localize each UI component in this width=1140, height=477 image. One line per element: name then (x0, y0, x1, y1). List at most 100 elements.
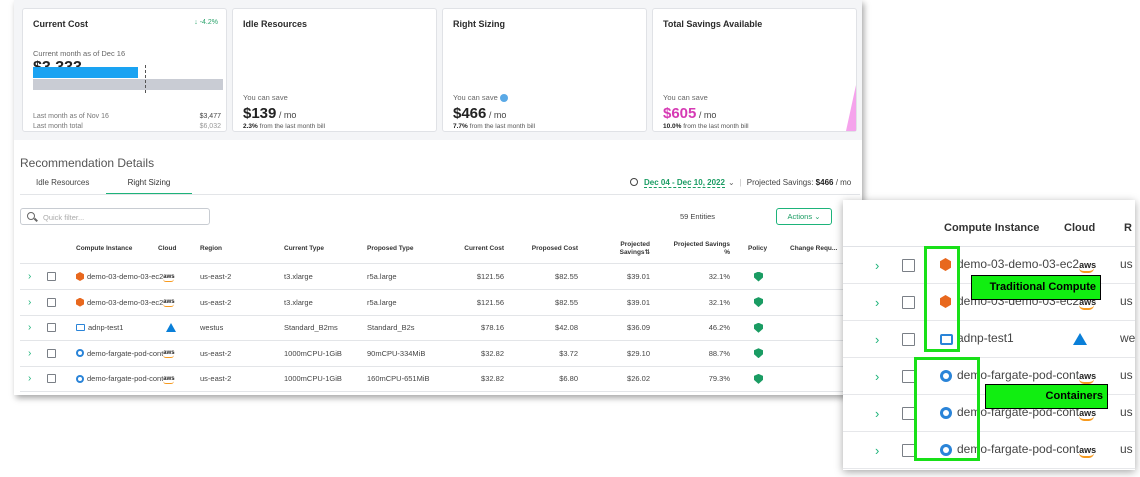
quick-filter[interactable] (20, 208, 210, 225)
cell-current-cost: $78.16 (481, 323, 504, 333)
instance-cell[interactable]: demo-03-demo-03-ec2 aws (76, 290, 180, 315)
idle-resources-card[interactable]: Idle Resources You can save $139 / mo 2.… (232, 8, 437, 132)
col-projected-savings-pct[interactable]: Projected Savings % (673, 240, 730, 256)
expand-row-icon[interactable]: › (875, 369, 880, 384)
region-cell: us (1120, 442, 1133, 456)
policy-cell[interactable] (754, 315, 763, 340)
current-month-bar (33, 67, 138, 78)
row-checkbox[interactable] (902, 333, 915, 346)
last-month-bar (33, 79, 223, 90)
col-region[interactable]: Region (200, 244, 223, 252)
row-checkbox[interactable] (47, 290, 56, 315)
col-compute-instance[interactable]: Compute Instance (76, 244, 133, 252)
instance-name[interactable]: demo-03-demo-03-ec2 (87, 297, 164, 307)
cell-savings: $26.02 (627, 374, 650, 384)
col-current-cost[interactable]: Current Cost (464, 244, 504, 252)
col-proposed-cost[interactable]: Proposed Cost (531, 244, 578, 252)
actions-label: Actions (787, 212, 813, 221)
col-projected-savings[interactable]: Projected Savings⇅ (590, 234, 650, 264)
tab-idle-resources[interactable]: Idle Resources (36, 178, 90, 187)
instance-icon-slot (940, 332, 953, 350)
cloud-cell (1073, 332, 1087, 350)
instance-name[interactable]: adnp-test1 (957, 331, 1014, 345)
policy-cell[interactable] (754, 341, 763, 366)
instance-cell[interactable]: demo-fargate-pod-cont aws (76, 366, 180, 391)
table-row[interactable]: › demo-03-demo-03-ec2 aws us-east-2 t3.xlarg… (20, 264, 860, 290)
container-icon (940, 370, 952, 382)
containers-highlight (914, 357, 980, 461)
policy-cell[interactable] (754, 264, 763, 289)
chevron-down-icon[interactable]: ⌄ (727, 178, 735, 187)
region-cell: us (1120, 257, 1133, 271)
instance-name[interactable]: demo-03-demo-03-ec2 (87, 272, 164, 281)
expand-row-icon[interactable]: › (875, 295, 880, 310)
instance-cell[interactable]: demo-fargate-pod-cont aws (76, 341, 180, 366)
instance-name-text: demo-03-demo-03-ec2 (957, 257, 1080, 271)
info-icon[interactable] (499, 94, 508, 103)
policy-cell[interactable] (754, 290, 763, 315)
cell-proposed-cost: $6.80 (559, 374, 578, 384)
instance-name[interactable]: demo-fargate-pod-contaws (957, 442, 1096, 456)
tab-right-sizing[interactable]: Right Sizing (106, 178, 192, 195)
ec2-instance-icon (940, 258, 951, 271)
table-row[interactable]: › demo-fargate-pod-cont aws us-east-2 1000mC… (20, 341, 860, 367)
expand-row-icon[interactable]: › (28, 322, 32, 334)
expand-row-icon[interactable]: › (28, 347, 32, 359)
row-checkbox[interactable] (902, 259, 915, 272)
cell-region: us-east-2 (200, 348, 232, 358)
table-row[interactable]: › demo-fargate-pod-cont aws us-east-2 1000mC… (20, 366, 860, 393)
arrow-down-icon: ↓ (194, 19, 198, 26)
expand-row-icon[interactable]: › (875, 443, 880, 458)
instance-icon-slot (940, 295, 951, 313)
policy-cell[interactable] (754, 366, 763, 391)
expand-row-icon[interactable]: › (875, 332, 880, 347)
amount-unit: / mo (696, 110, 717, 120)
you-can-save-label: You can save (453, 93, 508, 103)
table-row[interactable]: › demo-03-demo-03-ec2 aws us-east-2 t3.xlarg… (20, 290, 860, 316)
row-checkbox[interactable] (47, 366, 56, 391)
container-icon (940, 444, 952, 456)
zoomed-detail-panel: Compute Instance Cloud R › demo-03-demo-0… (843, 200, 1135, 470)
ec2-instance-icon (940, 295, 951, 308)
current-cost-card: Current Cost ↓ -4.2% Current month as of… (22, 8, 227, 132)
zoom-col-compute-instance: Compute Instance (944, 222, 1040, 234)
date-range-picker[interactable]: Dec 04 - Dec 10, 2022 (644, 178, 725, 188)
row-checkbox[interactable] (47, 315, 56, 340)
zoom-row[interactable]: › adnp-test1 we (843, 321, 1135, 358)
instance-name[interactable]: demo-fargate-pod-contaws (957, 368, 1096, 382)
zoom-col-cloud: Cloud (1064, 222, 1096, 234)
savings-amount: $605 / mo (663, 105, 716, 122)
instance-name[interactable]: demo-fargate-pod-cont (87, 348, 164, 358)
zoom-row[interactable]: › demo-fargate-pod-contaws us (843, 432, 1135, 469)
row-checkbox[interactable] (47, 341, 56, 366)
row-checkbox[interactable] (902, 296, 915, 309)
you-can-save-label: You can save (663, 93, 708, 102)
row-checkbox[interactable] (47, 264, 56, 289)
aws-logo-icon: aws (1079, 408, 1097, 418)
instance-name[interactable]: demo-fargate-pod-cont (87, 374, 164, 384)
cell-proposed-cost: $82.55 (555, 297, 578, 307)
expand-row-icon[interactable]: › (875, 258, 880, 273)
col-cloud[interactable]: Cloud (158, 244, 177, 252)
col-proposed-type[interactable]: Proposed Type (367, 244, 414, 252)
expand-row-icon[interactable]: › (875, 406, 880, 421)
instance-cell[interactable]: demo-03-demo-03-ec2 aws (76, 264, 180, 289)
col-current-type[interactable]: Current Type (284, 244, 324, 252)
savings-amount: $466 / mo (453, 105, 506, 122)
actions-button[interactable]: Actions ⌄ (776, 208, 832, 225)
instance-name[interactable]: adnp-test1 (88, 323, 124, 333)
instance-name[interactable]: demo-03-demo-03-ec2aws (957, 257, 1096, 271)
expand-row-icon[interactable]: › (28, 271, 32, 282)
expand-row-icon[interactable]: › (28, 296, 32, 308)
quick-filter-input[interactable] (43, 211, 203, 223)
expand-row-icon[interactable]: › (28, 373, 32, 385)
cell-proposed-cost: $3.72 (559, 348, 578, 358)
azure-logo-icon (1073, 333, 1087, 345)
col-change-request[interactable]: Change Requ... (790, 244, 838, 252)
instance-cell[interactable]: adnp-test1 (76, 315, 180, 340)
table-row[interactable]: › adnp-test1 westus Standard_B2ms Standard_B… (20, 315, 860, 342)
container-icon (76, 374, 84, 383)
col-policy[interactable]: Policy (748, 244, 768, 252)
right-sizing-card[interactable]: Right Sizing You can save $466 / mo 7.7%… (442, 8, 647, 132)
bill-note: 2.3% from the last month bill (243, 123, 325, 130)
